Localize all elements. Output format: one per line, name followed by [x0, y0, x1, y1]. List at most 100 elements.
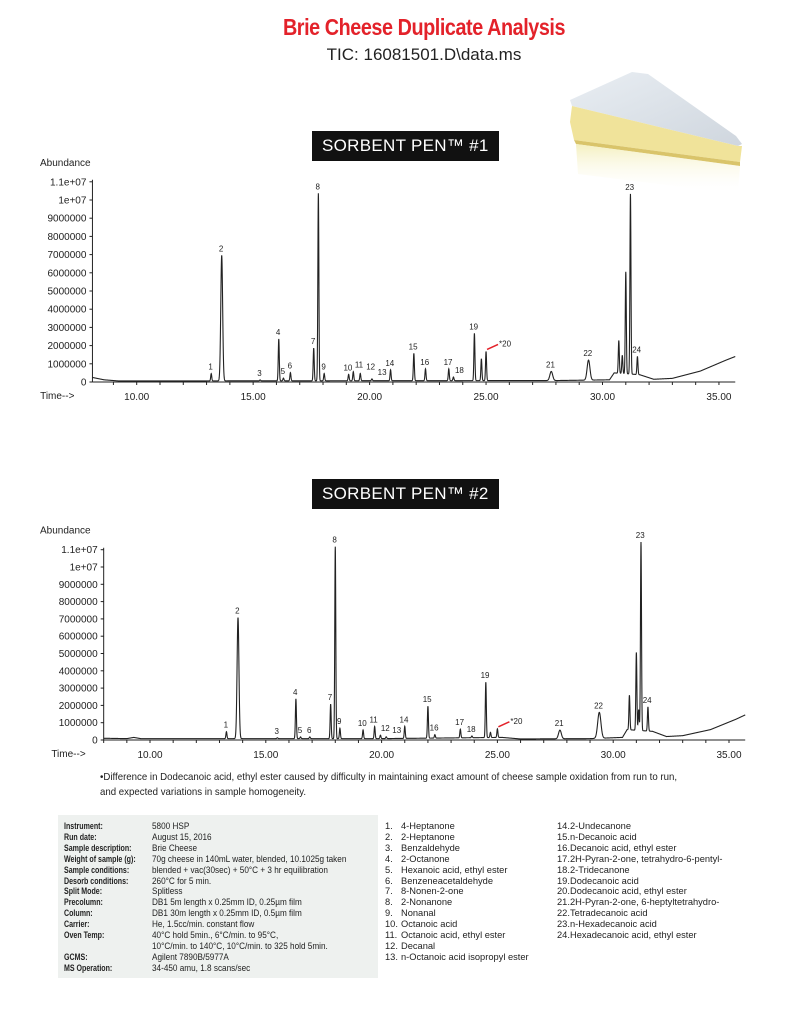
- compound-number: 13.: [385, 951, 398, 962]
- sorbent-pen-2-banner: SORBENT PEN™ #2: [312, 479, 499, 509]
- footnote: •Difference in Dodecanoic acid, ethyl es…: [100, 770, 727, 800]
- peak-label: 16: [420, 358, 429, 367]
- peak-label: 1: [208, 363, 213, 372]
- compound-item: 9. Nonanal: [385, 908, 436, 918]
- compound-number: 18.: [557, 864, 570, 875]
- compound-name: 2H-Pyran-2-one, tetrahydro-6-pentyl-: [570, 853, 723, 864]
- info-value: Agilent 7890B/5977A: [152, 951, 229, 962]
- info-value: Splitless: [152, 886, 183, 897]
- info-label: Instrument:: [64, 821, 103, 831]
- info-label: Carrier:: [64, 919, 90, 930]
- peak-label: 3: [275, 727, 280, 736]
- compound-name: Octanoic acid: [401, 919, 458, 930]
- compound-item: 7. 8-Nonen-2-one: [385, 886, 464, 896]
- compound-number: 7.: [385, 886, 393, 897]
- compound-number: 21.: [557, 897, 570, 908]
- info-value: 260°C for 5 min.: [152, 875, 212, 886]
- peak-label: 7: [328, 693, 333, 702]
- x-tick-label: 15.00: [241, 392, 266, 403]
- compound-name: 2-Octanone: [401, 853, 450, 864]
- info-value: He, 1.5cc/min. constant flow: [152, 919, 255, 930]
- info-row: Sample description: Brie Cheese: [64, 843, 374, 854]
- y-tick-label: 3000000: [48, 323, 87, 334]
- info-row: MS Operation: 34-450 amu, 1.8 scans/sec: [64, 963, 374, 974]
- info-label: Weight of sample (g):: [64, 853, 136, 864]
- peak-label: 5: [298, 726, 303, 735]
- peak-label: 22: [583, 349, 592, 358]
- info-row: Oven Temp: 40°C hold 5min., 6°C/min. to 9…: [64, 930, 374, 941]
- page-title: Brie Cheese Duplicate Analysis: [282, 14, 566, 40]
- compound-number: 12.: [385, 940, 398, 951]
- compound-name: 2H-Pyran-2-one, 6-heptyltetrahydro-: [570, 897, 720, 908]
- compound-number: 5.: [385, 864, 393, 875]
- info-value: August 15, 2016: [152, 831, 212, 842]
- info-value: 10°C/min. to 140°C, 10°C/min. to 325 hol…: [152, 940, 328, 951]
- peak-label: 19: [481, 671, 490, 680]
- compound-name: 2-Heptanone: [401, 831, 455, 842]
- compound-number: 23.: [557, 919, 570, 930]
- y-tick-label: 9000000: [48, 214, 87, 225]
- peak-label: 10: [343, 363, 352, 372]
- brie-cheese-image: [570, 72, 742, 194]
- chromatogram-1: 0 1000000 2000000 3000000 4000000 5000000 6000…: [40, 158, 736, 403]
- compound-item: 13. n-Octanoic acid isopropyl ester: [385, 952, 529, 962]
- compound-name: 2-Undecanone: [570, 821, 631, 831]
- compound-name: Nonanal: [401, 908, 436, 919]
- compound-item: 8. 2-Nonanone: [385, 897, 452, 907]
- compound-number: 19.: [557, 875, 570, 886]
- compound-item: 21.2H-Pyran-2-one, 6-heptyltetrahydro-: [557, 897, 719, 907]
- annotation-line: [498, 721, 510, 728]
- info-label: Sample description:: [64, 842, 132, 853]
- compound-item: 17.2H-Pyran-2-one, tetrahydro-6-pentyl-: [557, 854, 722, 864]
- sorbent-pen-1-banner: SORBENT PEN™ #1: [312, 131, 499, 161]
- peak-label: 15: [409, 342, 418, 351]
- peak-label: *20: [510, 717, 523, 726]
- info-row: Weight of sample (g): 70g cheese in 140mL…: [64, 854, 374, 865]
- info-value: DB1 5m length x 0.25mm ID, 0.25µm film: [152, 897, 302, 908]
- footnote-line: and expected variations in sample homoge…: [100, 786, 307, 798]
- compound-item: 24.Hexadecanoic acid, ethyl ester: [557, 930, 697, 940]
- compound-item: 15.n-Decanoic acid: [557, 832, 637, 842]
- peak-label: 17: [455, 718, 464, 727]
- y-tick-label: 1000000: [59, 718, 98, 729]
- compound-name: Benzeneacetaldehyde: [401, 875, 494, 886]
- info-label: Column:: [64, 908, 93, 919]
- info-row: Sample conditions: blended + vac(30sec) +…: [64, 865, 374, 876]
- compound-name: n-Octanoic acid isopropyl ester: [401, 951, 529, 962]
- peak-label: 8: [316, 182, 321, 191]
- y-tick-label: 1000000: [48, 359, 87, 370]
- y-tick-label: 0: [81, 378, 87, 389]
- y-tick-label: 5000000: [59, 649, 98, 660]
- compound-name: n-Decanoic acid: [570, 831, 637, 842]
- x-tick-label: 30.00: [601, 750, 626, 761]
- y-tick-label: 0: [92, 736, 98, 747]
- peak-label: 12: [381, 724, 390, 733]
- info-label: Oven Temp:: [64, 930, 105, 940]
- peak-label: 21: [555, 719, 564, 728]
- peak-label: 24: [632, 345, 641, 354]
- y-tick-label: 1.1e+07: [50, 177, 87, 188]
- y-tick-label: 2000000: [48, 341, 87, 352]
- page-subtitle: TIC: 16081501.D\data.ms: [326, 45, 522, 64]
- compound-number: 10.: [385, 919, 398, 930]
- compound-number: 6.: [385, 875, 393, 886]
- x-tick-label: 10.00: [124, 392, 149, 403]
- y-tick-label: 8000000: [59, 597, 98, 608]
- peak-label: 7: [311, 337, 316, 346]
- compound-number: 16.: [557, 842, 570, 853]
- compound-name: 2-Nonanone: [401, 897, 453, 908]
- peak-label: 23: [636, 531, 645, 540]
- info-row: 10°C/min. to 140°C, 10°C/min. to 325 hol…: [64, 941, 374, 952]
- y-tick-label: 6000000: [59, 632, 98, 643]
- peak-label: 8: [332, 536, 337, 545]
- compound-name: Decanoic acid, ethyl ester: [570, 842, 677, 853]
- peak-label: 15: [423, 695, 432, 704]
- info-label: GCMS:: [64, 951, 88, 962]
- compound-item: 1. 4-Heptanone: [385, 821, 455, 831]
- compound-item: 14.2-Undecanone: [557, 821, 631, 831]
- info-label: Desorb conditions:: [64, 875, 129, 886]
- x-tick-label: 10.00: [137, 750, 162, 761]
- peak-label: 10: [358, 719, 367, 728]
- compound-name: Dodecanoic acid: [570, 875, 639, 886]
- peak-label: 3: [257, 369, 262, 378]
